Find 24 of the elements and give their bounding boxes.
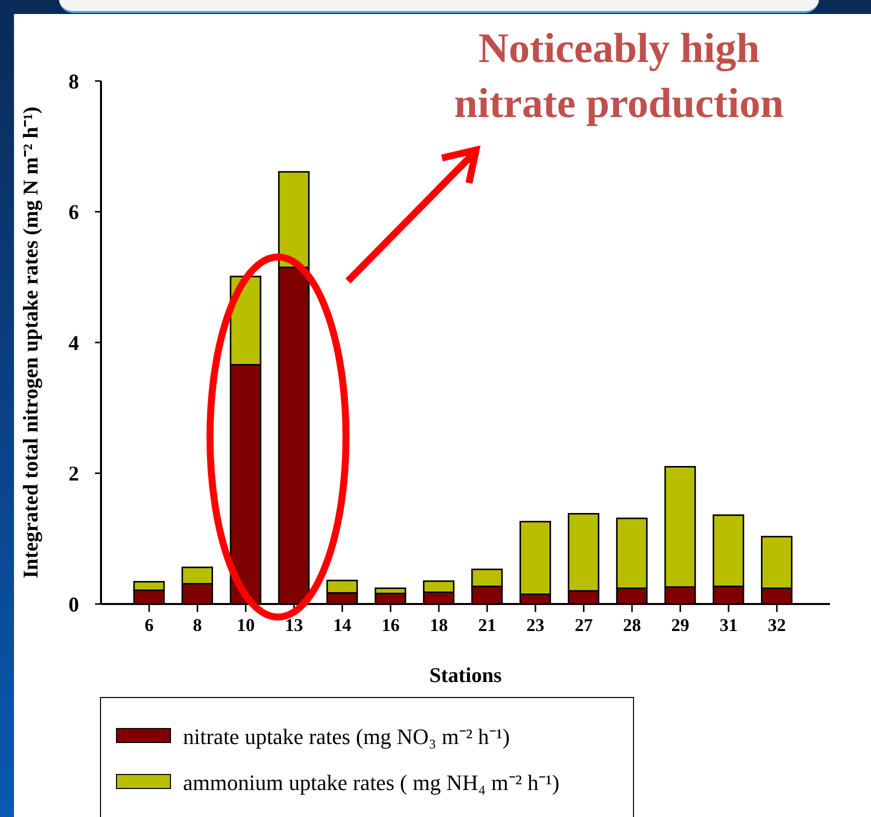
x-tick-label: 31: [720, 614, 738, 635]
y-tick-label: 0: [68, 592, 79, 616]
legend-label: ammonium uptake rates ( mg NH₄ m⁻² h⁻¹): [183, 769, 560, 796]
x-tick-label: 21: [478, 614, 496, 635]
x-tick-label: 8: [192, 614, 202, 635]
x-tick-label: 23: [526, 614, 544, 635]
x-axis-title: Stations: [429, 663, 502, 687]
annotation: Noticeably high nitrate production: [453, 25, 785, 129]
legend-label: nitrate uptake rates (mg NO₃ m⁻² h⁻¹): [183, 723, 510, 750]
y-tick-label: 6: [68, 200, 79, 224]
x-tick-label: 27: [574, 614, 593, 635]
x-tick-label: 13: [285, 614, 303, 635]
y-tick-label: 4: [68, 330, 80, 355]
x-tick-label: 14: [333, 614, 352, 635]
x-tick-label: 10: [236, 614, 255, 635]
x-tick-label: 28: [623, 614, 641, 635]
x-tick-label: 29: [671, 614, 690, 635]
x-tick-label: 6: [144, 614, 154, 635]
x-tick-label: 16: [382, 614, 400, 635]
y-axis-title: Integrated total nitrogen uptake rates (mg N m⁻² h⁻¹): [18, 106, 42, 578]
y-tick-label: 8: [68, 69, 79, 94]
y-tick-label: 2: [68, 462, 79, 486]
x-tick-label: 18: [430, 614, 448, 635]
x-tick-label: 32: [768, 614, 786, 635]
